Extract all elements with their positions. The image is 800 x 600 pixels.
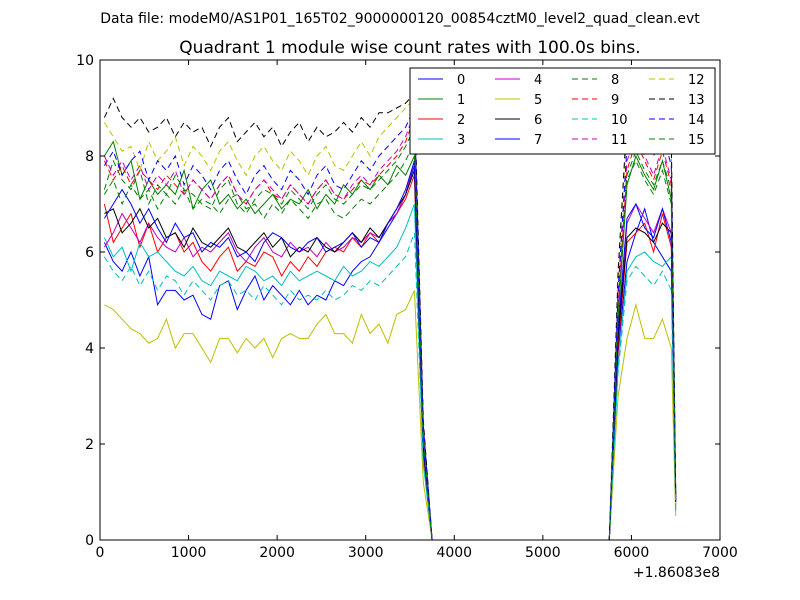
x-offset-label: +1.86083e8: [633, 565, 720, 581]
legend-label-13: 13: [688, 93, 705, 108]
legend-label-2: 2: [457, 113, 465, 128]
legend-label-10: 10: [611, 113, 628, 128]
series-line-14: [103, 107, 677, 540]
legend-label-0: 0: [457, 73, 465, 88]
legend-label-15: 15: [688, 133, 705, 148]
y-tick-label: 8: [85, 149, 94, 165]
legend-label-6: 6: [534, 113, 542, 128]
x-tick-label: 1000: [171, 545, 207, 561]
series-line-10: [103, 232, 677, 540]
y-tick-label: 4: [85, 341, 94, 357]
series-line-12: [103, 97, 677, 540]
y-tick-label: 0: [85, 533, 94, 549]
series-line-5: [104, 290, 677, 540]
x-tick-label: 6000: [614, 545, 650, 561]
legend-label-4: 4: [534, 73, 542, 88]
x-tick-label: 5000: [525, 545, 561, 561]
legend-label-9: 9: [611, 93, 619, 108]
suptitle: Data file: modeM0/AS1P01_165T02_90000001…: [100, 11, 700, 27]
x-tick-label: 2000: [259, 545, 295, 561]
y-tick-label: 2: [85, 437, 94, 453]
series-line-1: [103, 140, 677, 540]
plot-frame: [99, 59, 721, 541]
series-line-13: [103, 92, 677, 540]
series-line-2: [103, 175, 677, 540]
series-layer: [103, 92, 677, 540]
y-tick-label: 10: [76, 53, 94, 69]
legend-label-3: 3: [457, 133, 465, 148]
x-tick-label: 0: [96, 545, 105, 561]
legend-label-14: 14: [688, 113, 705, 128]
legend-label-8: 8: [611, 73, 619, 88]
series-line-3: [103, 203, 677, 540]
legend-label-5: 5: [534, 93, 542, 108]
series-line-8: [103, 126, 677, 540]
series-line-15: [103, 141, 677, 540]
legend-box: [409, 67, 716, 155]
legend-label-11: 11: [611, 133, 628, 148]
series-line-0: [103, 165, 677, 540]
series-line-6: [104, 170, 677, 540]
x-tick-label: 7000: [702, 545, 738, 561]
x-tick-label: 4000: [436, 545, 472, 561]
legend-label-7: 7: [534, 133, 542, 148]
chart-title: Quadrant 1 module wise count rates with …: [179, 38, 640, 58]
x-tick-label: 3000: [348, 545, 384, 561]
series-line-4: [103, 160, 677, 540]
y-tick-label: 6: [85, 245, 94, 261]
series-line-7: [103, 160, 677, 540]
series-line-11: [103, 112, 677, 540]
legend-label-12: 12: [688, 73, 705, 88]
legend-label-1: 1: [457, 93, 465, 108]
